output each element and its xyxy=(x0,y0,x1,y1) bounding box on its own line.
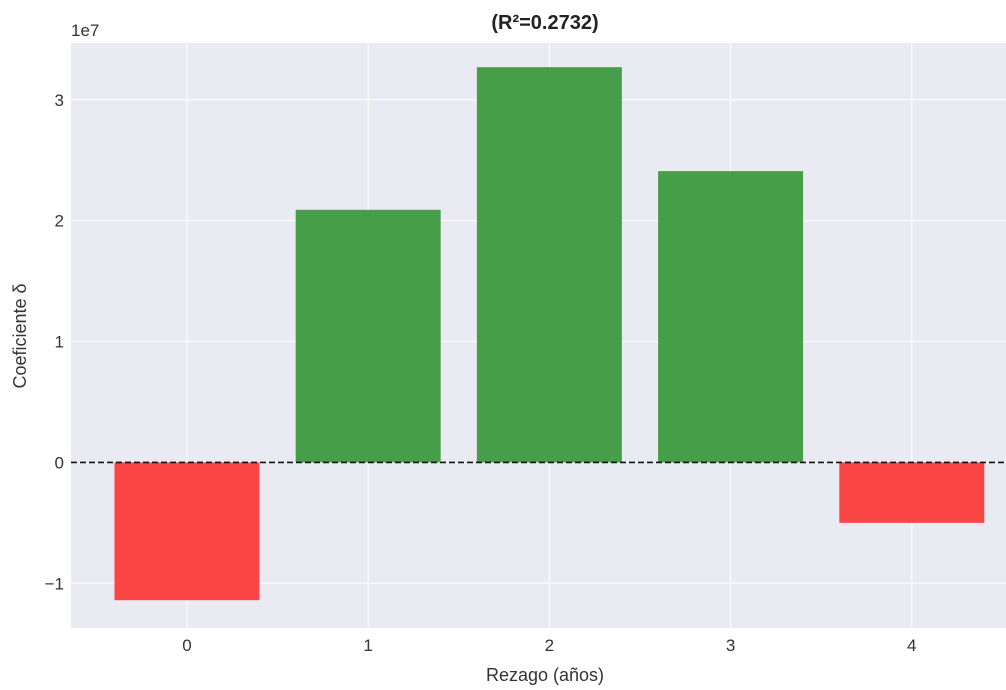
y-axis-ticks: −1 0 1 2 3 xyxy=(45,91,64,593)
y-axis-label: Coeficiente δ xyxy=(10,283,30,388)
y-tick-label: 3 xyxy=(55,91,64,110)
y-axis-exponent: 1e7 xyxy=(71,21,99,40)
bar-4 xyxy=(839,462,985,523)
x-axis-label: Rezago (años) xyxy=(486,665,604,685)
x-tick-label: 4 xyxy=(907,636,916,655)
bars xyxy=(114,67,985,601)
bar-3 xyxy=(658,171,804,463)
bar-1 xyxy=(295,209,441,463)
x-tick-label: 2 xyxy=(545,636,554,655)
y-tick-label: 1 xyxy=(55,333,64,352)
bar-0 xyxy=(114,462,260,601)
y-tick-label: 0 xyxy=(55,453,64,472)
x-tick-label: 3 xyxy=(726,636,735,655)
x-axis-ticks: 0 1 2 3 4 xyxy=(182,636,916,655)
x-tick-label: 0 xyxy=(182,636,191,655)
x-tick-label: 1 xyxy=(363,636,372,655)
y-tick-label: −1 xyxy=(45,574,64,593)
bar-2 xyxy=(476,67,622,463)
chart-title: (R²=0.2732) xyxy=(491,12,598,34)
y-tick-label: 2 xyxy=(55,212,64,231)
